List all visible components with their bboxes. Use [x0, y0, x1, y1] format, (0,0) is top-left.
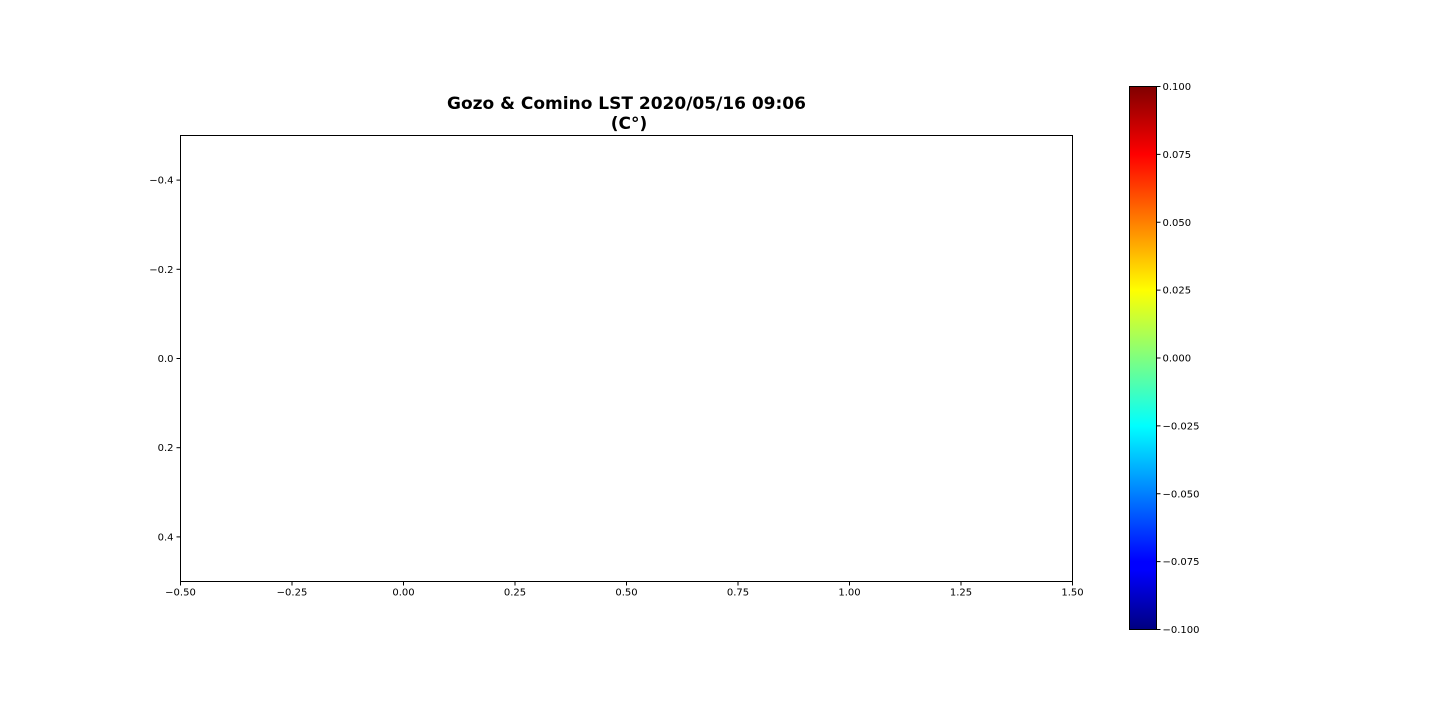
y-tick-label: 0.4 [158, 532, 174, 543]
colorbar-tick-label: −0.025 [1163, 421, 1200, 432]
chart-subtitle: (C°) [611, 114, 648, 134]
x-tick-label: 1.00 [838, 588, 860, 599]
y-tick-label: −0.4 [149, 176, 173, 187]
x-tick-label: 0.25 [504, 588, 526, 599]
colorbar-tick-label: 0.000 [1163, 354, 1192, 365]
colorbar-tick-label: 0.050 [1163, 218, 1192, 229]
x-tick-label: 1.25 [950, 588, 972, 599]
y-axis: −0.4 −0.2 0.0 0.2 0.4 [149, 176, 181, 543]
colorbar [1129, 86, 1157, 630]
colorbar-tick-label: 0.100 [1163, 82, 1192, 93]
plot-area [180, 135, 1073, 582]
y-tick-label: 0.2 [158, 443, 174, 454]
colorbar-tick-label: 0.025 [1163, 286, 1192, 297]
x-tick-label: 0.00 [392, 588, 414, 599]
y-tick-label: −0.2 [149, 265, 173, 276]
x-axis: −0.50 −0.25 0.00 0.25 0.50 0.75 1.00 1.25 1.50 [165, 581, 1084, 599]
chart-title: Gozo & Comino LST 2020/05/16 09:06 [447, 94, 806, 114]
x-tick-label: 0.75 [727, 588, 749, 599]
x-tick-label: −0.50 [165, 588, 196, 599]
x-tick-label: 1.50 [1061, 588, 1083, 599]
x-tick-label: 0.50 [615, 588, 637, 599]
y-tick-label: 0.0 [158, 354, 174, 365]
colorbar-tick-label: −0.075 [1163, 557, 1200, 568]
x-tick-label: −0.25 [277, 588, 308, 599]
colorbar-axis: 0.100 0.075 0.050 0.025 0.000 −0.025 −0.050 −0.… [1156, 82, 1200, 636]
colorbar-tick-label: −0.050 [1163, 489, 1200, 500]
colorbar-tick-label: 0.075 [1163, 150, 1192, 161]
colorbar-tick-label: −0.100 [1163, 625, 1200, 636]
